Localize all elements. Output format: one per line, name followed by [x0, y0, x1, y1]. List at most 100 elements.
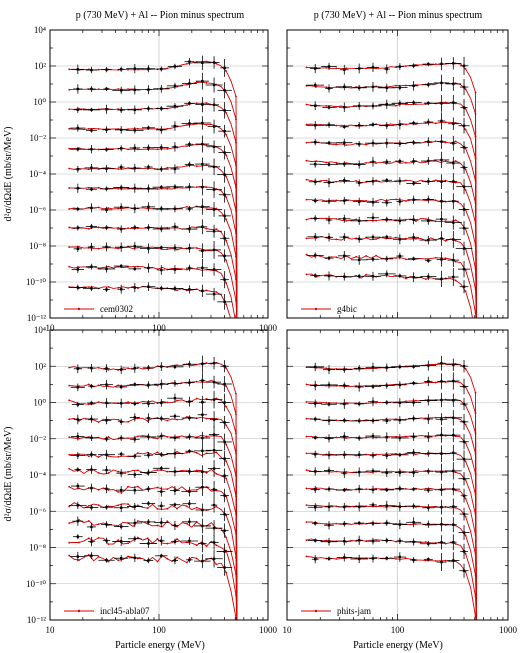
data-point — [76, 147, 80, 151]
model-point — [395, 84, 397, 87]
y-tick-label: 10⁴ — [34, 25, 46, 35]
data-point — [314, 140, 317, 144]
model-point — [68, 265, 71, 268]
model-point — [215, 489, 218, 492]
model-point — [87, 520, 90, 522]
data-point — [371, 488, 375, 491]
data-point — [343, 556, 346, 559]
model-curve — [306, 487, 477, 620]
model-point — [444, 488, 447, 490]
data-point — [212, 230, 216, 233]
model-point — [235, 347, 237, 349]
data-point — [120, 540, 123, 543]
data-point — [105, 453, 108, 456]
data-point — [440, 237, 443, 240]
model-point — [424, 103, 427, 105]
model-point — [97, 206, 100, 209]
data-point — [133, 383, 137, 386]
data-point — [223, 494, 226, 497]
data-point — [440, 158, 443, 162]
data-point — [76, 367, 80, 370]
data-point — [76, 454, 80, 457]
model-point — [345, 162, 348, 164]
data-point — [90, 225, 93, 228]
data-point — [462, 457, 466, 461]
data-point — [188, 82, 191, 85]
data-point — [462, 208, 466, 211]
data-point — [173, 167, 177, 171]
model-point — [464, 460, 467, 463]
data-point — [120, 525, 123, 528]
model-curve — [306, 160, 477, 318]
data-point — [440, 452, 443, 455]
model-point — [464, 88, 467, 91]
model-point — [225, 424, 228, 427]
model-point — [434, 435, 437, 437]
model-point — [68, 485, 71, 488]
model-curve — [306, 399, 477, 620]
data-point — [90, 87, 93, 91]
model-point — [375, 367, 377, 370]
model-point — [97, 88, 100, 91]
model-point — [205, 452, 208, 455]
data-point — [173, 287, 177, 290]
data-point — [173, 65, 177, 68]
model-point — [127, 128, 129, 131]
model-point — [205, 545, 208, 547]
model-point — [335, 256, 338, 259]
data-point — [212, 61, 216, 64]
model-point — [414, 237, 417, 240]
model-point — [235, 186, 237, 189]
data-point — [440, 102, 443, 105]
model-point — [195, 488, 198, 491]
x-tick-label: 10 — [283, 625, 293, 635]
model-point — [68, 366, 71, 369]
model-point — [205, 471, 208, 474]
model-point — [68, 467, 71, 470]
model-point — [325, 523, 328, 525]
data-point — [440, 62, 443, 66]
data-point — [385, 141, 388, 145]
data-point — [440, 418, 443, 421]
data-point — [314, 522, 317, 525]
model-point — [136, 417, 139, 420]
data-point — [90, 486, 93, 490]
model-point — [225, 443, 228, 446]
model-point — [156, 188, 159, 190]
data-point — [452, 523, 455, 526]
model-point — [186, 451, 188, 454]
model-point — [186, 505, 188, 508]
curves — [68, 355, 238, 620]
model-point — [176, 556, 179, 559]
data-point — [160, 467, 163, 470]
model-point — [444, 101, 447, 104]
model-point — [97, 436, 100, 439]
data-point — [462, 569, 466, 572]
data-point — [452, 200, 455, 203]
data-point — [90, 540, 93, 543]
data-point — [147, 165, 150, 169]
data-point — [343, 105, 346, 109]
data-point — [120, 165, 123, 169]
data-point — [120, 368, 123, 371]
data-point — [76, 555, 80, 558]
data-point — [357, 219, 361, 223]
model-point — [97, 472, 100, 474]
model-point — [305, 237, 308, 240]
data-point — [412, 521, 415, 524]
model-point — [215, 434, 218, 437]
data-point — [90, 166, 93, 170]
plot-frame — [49, 329, 269, 621]
model-point — [454, 471, 457, 474]
data-point — [160, 107, 163, 110]
data-point — [452, 142, 455, 145]
data-point — [212, 557, 216, 560]
data-point — [452, 363, 455, 366]
model-point — [345, 402, 348, 404]
data-point — [314, 162, 317, 166]
data-point — [90, 417, 93, 421]
data-point — [223, 440, 226, 444]
model-point — [156, 437, 159, 440]
data-point — [212, 380, 216, 384]
model-curve — [306, 198, 477, 318]
